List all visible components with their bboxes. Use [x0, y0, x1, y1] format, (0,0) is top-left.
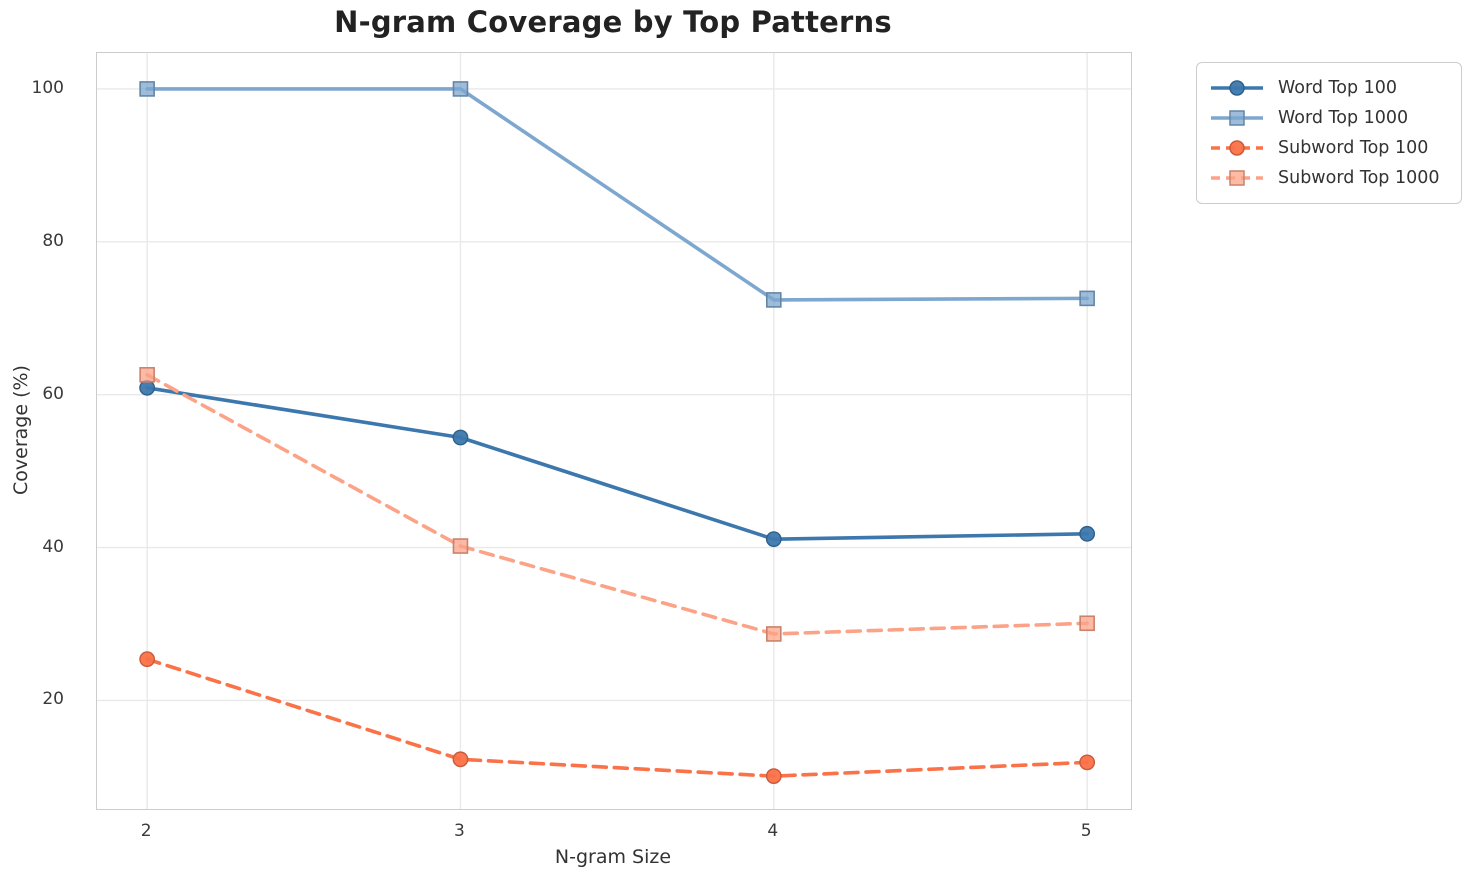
legend-item-word-top-100: Word Top 100: [1209, 73, 1449, 103]
y-tick-label: 100: [31, 77, 64, 98]
y-tick-label: 60: [42, 383, 64, 404]
subword-top-1000-sample-icon: [1211, 170, 1263, 186]
series-subword-top-100-marker: [452, 751, 469, 768]
x-axis-label: N-gram Size: [554, 846, 672, 868]
legend: Word Top 100 Word Top 1000 Subword Top 100…: [1196, 62, 1462, 204]
y-tick-label: 80: [42, 230, 64, 251]
series-word-top-100-marker: [765, 531, 782, 548]
plot-canvas: [97, 53, 1131, 809]
word-top-100-sample-icon: [1211, 80, 1263, 96]
x-tick-label: 5: [1080, 821, 1092, 841]
series-subword-top-1000-marker: [765, 626, 782, 642]
series-word-top-100-marker: [452, 429, 469, 446]
legend-label: Word Top 1000: [1278, 108, 1409, 128]
x-tick-label: 3: [454, 821, 465, 841]
series-subword-top-1000-marker: [139, 367, 155, 383]
series-word-top-100-line: [145, 386, 1089, 541]
series-word-top-1000-line: [145, 87, 1089, 302]
y-tick-label: 40: [42, 536, 64, 557]
series-subword-top-100-marker: [139, 651, 156, 668]
plot-area: [96, 52, 1132, 810]
series-word-top-1000-marker: [139, 81, 155, 97]
series-word-top-100-marker: [1079, 525, 1096, 542]
legend-label: Word Top 100: [1278, 78, 1398, 98]
series-word-top-100-marker: [139, 379, 156, 396]
series-subword-top-1000-marker: [1079, 615, 1095, 632]
legend-label: Subword Top 100: [1278, 138, 1429, 158]
legend-item-word-top-1000: Word Top 1000: [1209, 103, 1449, 133]
series-word-top-1000-marker: [1079, 290, 1095, 307]
x-tick-label: 4: [767, 821, 779, 841]
series-word-top-1000-marker: [765, 292, 782, 308]
legend-item-subword-top-1000: Subword Top 1000: [1209, 163, 1449, 193]
chart-title: N-gram Coverage by Top Patterns: [334, 5, 892, 39]
word-top-1000-sample-icon: [1211, 110, 1263, 126]
x-tick-label: 2: [140, 821, 152, 841]
series-subword-top-100-line: [145, 657, 1089, 778]
y-tick-label: 20: [42, 689, 64, 710]
series-subword-top-100-marker: [765, 768, 782, 785]
legend-label: Subword Top 1000: [1278, 168, 1440, 188]
legend-item-subword-top-100: Subword Top 100: [1209, 133, 1449, 163]
series-word-top-1000-marker: [452, 81, 469, 97]
series-subword-top-1000-line: [145, 373, 1089, 636]
series-subword-top-1000-marker: [452, 538, 469, 554]
series-subword-top-100-marker: [1079, 754, 1096, 771]
subword-top-100-sample-icon: [1211, 140, 1263, 156]
